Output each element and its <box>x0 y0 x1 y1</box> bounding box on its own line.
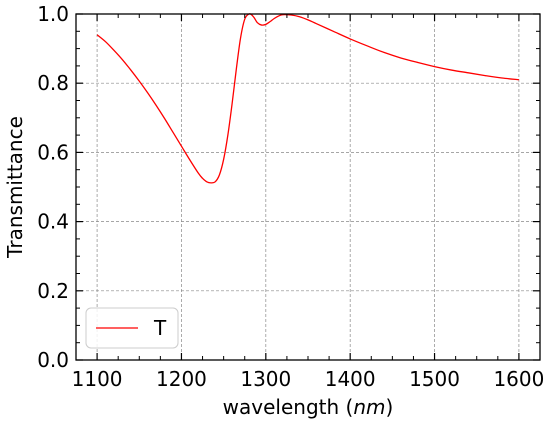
y-axis-title: Transmittance <box>3 116 27 259</box>
x-tick-label: 1500 <box>409 367 460 391</box>
y-tick-label: 0.4 <box>37 210 69 234</box>
y-tick-label: 0.8 <box>37 71 69 95</box>
x-axis-title-prefix: wavelength ( <box>223 395 354 419</box>
y-tick-label: 0.6 <box>37 140 69 164</box>
x-tick-label: 1200 <box>156 367 207 391</box>
y-tick-label: 0.2 <box>37 279 69 303</box>
series-line-t <box>96 13 519 184</box>
legend: T <box>85 307 179 349</box>
y-tick-labels: 0.0 0.2 0.4 0.6 0.8 1.0 <box>37 2 69 372</box>
x-tick-label: 1100 <box>72 367 123 391</box>
x-axis-title: wavelength (nm) <box>223 395 394 419</box>
legend-label-t: T <box>153 316 167 340</box>
x-axis-title-suffix: ) <box>386 395 394 419</box>
x-axis-title-unit: nm <box>353 395 385 419</box>
x-tick-label: 1400 <box>325 367 376 391</box>
x-tick-labels: 1100 1200 1300 1400 1500 1600 <box>72 367 545 391</box>
ticks <box>75 13 541 361</box>
x-tick-label: 1600 <box>493 367 544 391</box>
series-layer <box>96 13 519 184</box>
x-tick-label: 1300 <box>240 367 291 391</box>
y-tick-label: 1.0 <box>37 2 69 26</box>
y-tick-label: 0.0 <box>37 348 69 372</box>
